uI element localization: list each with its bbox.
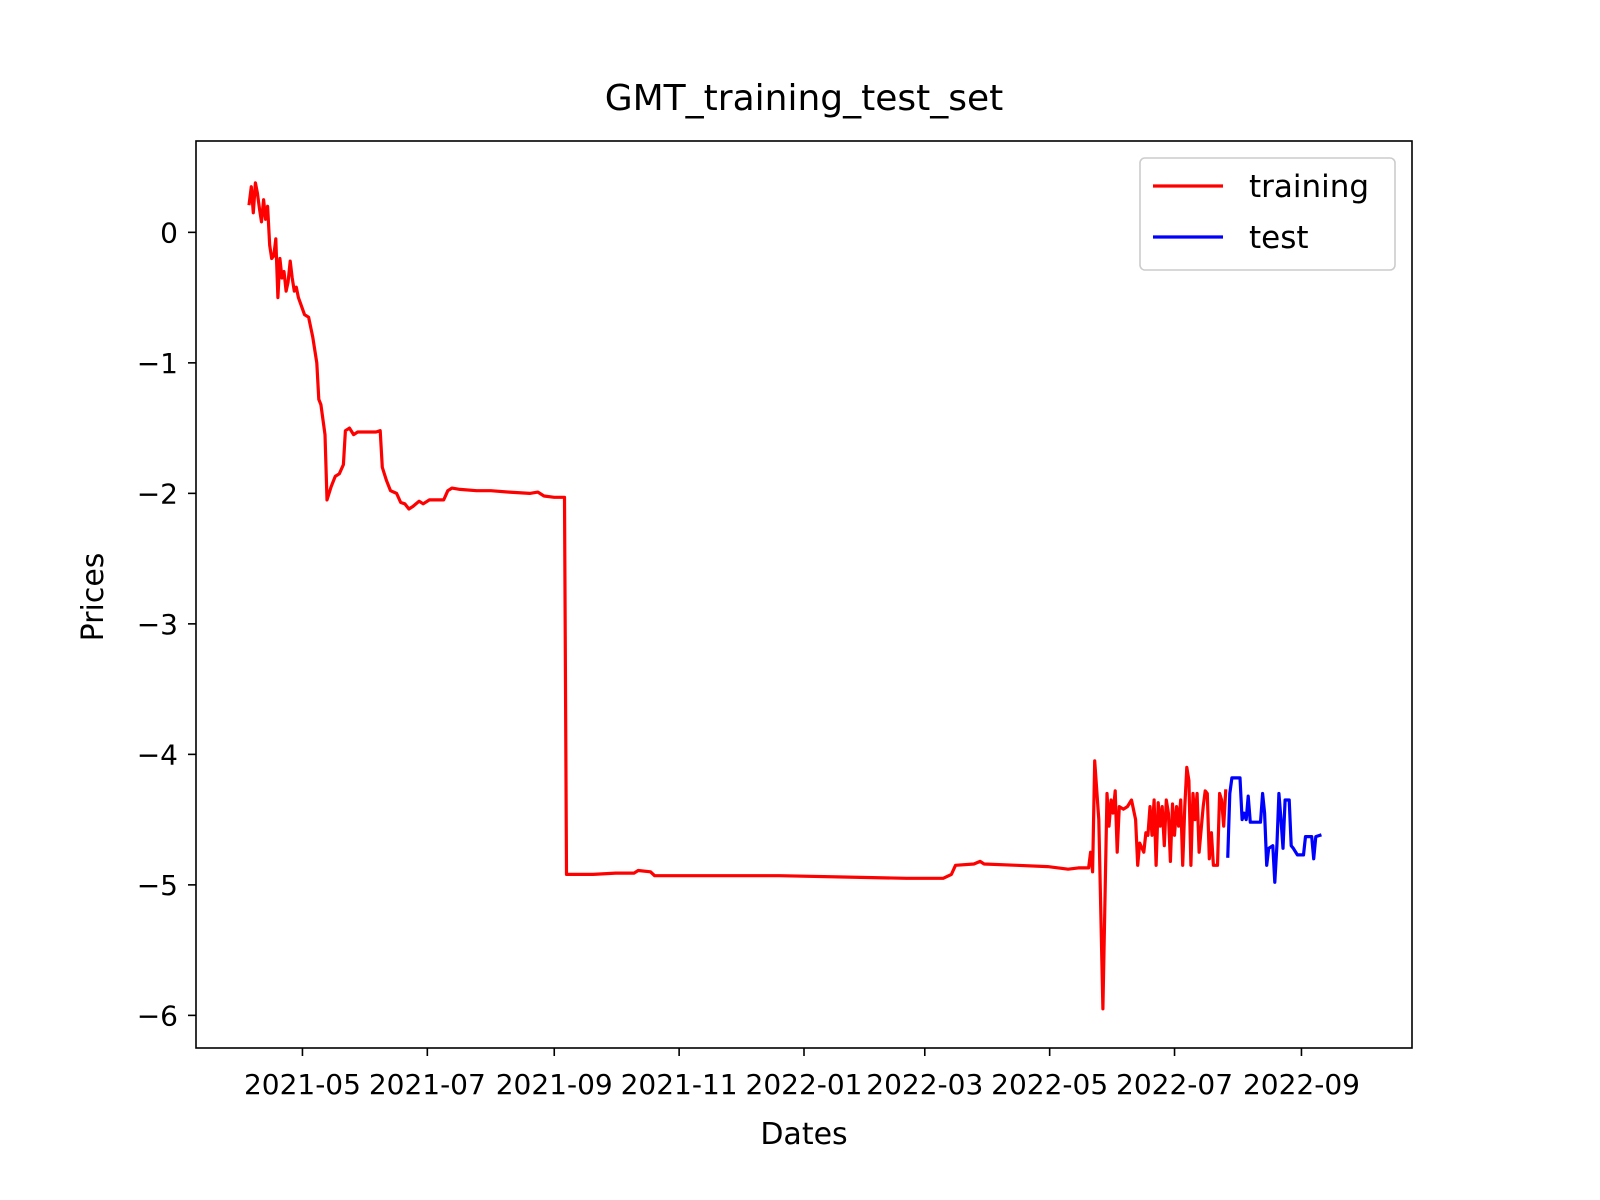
y-tick-label: −3: [137, 608, 178, 641]
y-tick-label: 0: [160, 216, 178, 249]
y-axis-label: Prices: [76, 553, 111, 642]
y-axis: 0 −1 −2 −3 −4 −5 −6: [137, 216, 196, 1032]
chart-title: GMT_training_test_set: [605, 78, 1004, 119]
y-tick-label: −5: [137, 869, 178, 902]
y-tick-label: −2: [137, 477, 178, 510]
series-layer: [247, 181, 1322, 1011]
x-tick-label: 2022-03: [866, 1068, 983, 1101]
x-tick-label: 2021-09: [496, 1068, 613, 1101]
x-tick-label: 2021-07: [369, 1068, 486, 1101]
x-tick-label: 2021-05: [244, 1068, 361, 1101]
legend-label-training: training: [1249, 169, 1369, 205]
x-tick-label: 2022-05: [991, 1068, 1108, 1101]
x-tick-label: 2022-01: [746, 1068, 863, 1101]
x-axis: 2021-05 2021-07 2021-09 2021-11 2022-01 2022-…: [244, 1048, 1360, 1101]
x-tick-label: 2022-09: [1243, 1068, 1360, 1101]
series-line-training: [247, 181, 1228, 1011]
legend-label-test: test: [1249, 220, 1309, 256]
x-tick-label: 2022-07: [1116, 1068, 1233, 1101]
series-line-test: [1226, 776, 1322, 884]
plot-background: [196, 141, 1412, 1048]
y-tick-label: −4: [137, 738, 178, 771]
y-tick-label: −6: [137, 999, 178, 1032]
plot-area: [195, 140, 1413, 1049]
y-tick-label: −1: [137, 347, 178, 380]
x-axis-label: Dates: [760, 1117, 847, 1152]
legend: training test: [1139, 157, 1396, 271]
x-tick-label: 2021-11: [621, 1068, 738, 1101]
